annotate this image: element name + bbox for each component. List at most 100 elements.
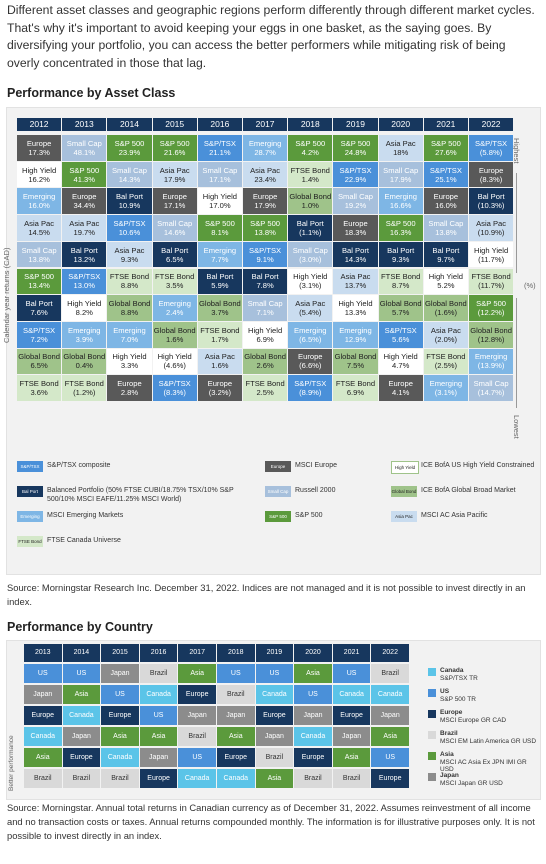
asset-name: Bal Port xyxy=(341,245,369,255)
asset-name: S&P 500 xyxy=(430,138,461,148)
legend-label: Balanced Portfolio (50% FTSE CUBI/18.75%… xyxy=(47,487,234,503)
legend-label: MSCI AC Asia Pacific xyxy=(421,512,488,519)
asset-return: (8.3%) xyxy=(479,174,503,184)
asset-return: 7.0% xyxy=(120,334,139,344)
asset-return: 16.2% xyxy=(28,174,50,184)
asset-name: Bal Port xyxy=(432,245,460,255)
y-axis-label: Calendar year returns (CAD) xyxy=(2,247,11,343)
asset-name: Bal Port xyxy=(25,299,53,309)
asset-cell: High Yield 16.2% xyxy=(17,161,62,188)
asset-name: FTSE Bond xyxy=(245,379,285,389)
country-legend-index: MSCI Japan GR USD xyxy=(440,779,503,787)
asset-return: 2.6% xyxy=(256,361,274,371)
asset-return: (6.5%) xyxy=(299,334,322,344)
asset-return: (12.2%) xyxy=(477,308,505,318)
asset-return: 6.9% xyxy=(346,388,365,398)
asset-return: 7.6% xyxy=(30,308,48,318)
asset-name: Asia Pac xyxy=(295,299,326,309)
asset-name: Emerging xyxy=(474,352,508,362)
asset-cell: Emerging 16.0% xyxy=(17,188,62,215)
asset-return: (2.5%) xyxy=(434,361,458,371)
country-cell: Europe xyxy=(62,748,101,767)
asset-name: S&P/TSX xyxy=(249,245,282,255)
country-cell: Canada xyxy=(294,727,332,746)
asset-cell: Asia Pac 23.4% xyxy=(243,161,288,188)
asset-cell: Emerging 7.0% xyxy=(107,321,152,348)
asset-return: (2.0%) xyxy=(434,334,458,344)
country-cell: Asia xyxy=(62,685,101,704)
asset-return: (11.7%) xyxy=(478,281,505,291)
asset-name: Asia Pac xyxy=(159,165,190,175)
country-cell: US xyxy=(371,748,409,767)
asset-cell: S&P 500 41.3% xyxy=(62,161,107,188)
asset-name: High Yield xyxy=(473,245,509,255)
asset-class-heading: Performance by Asset Class xyxy=(7,86,176,100)
year-header: 2020 xyxy=(378,118,423,131)
asset-cell: Bal Port 7.6% xyxy=(17,295,62,321)
asset-return: 9.3% xyxy=(392,254,410,264)
year-header: 2012 xyxy=(17,118,62,131)
asset-cell: S&P 500 (12.2%) xyxy=(469,295,514,321)
asset-cell: Small Cap 7.1% xyxy=(243,295,288,321)
asset-return: 19.2% xyxy=(344,201,367,211)
asset-cell: S&P/TSX 9.1% xyxy=(243,241,288,268)
better-performance-label: Better performance xyxy=(8,735,15,791)
asset-cell: High Yield (11.7%) xyxy=(469,241,514,268)
asset-cell: FTSE Bond 3.6% xyxy=(17,375,62,401)
asset-return: 7.2% xyxy=(30,334,48,344)
asset-name: Europe xyxy=(117,379,142,389)
asset-return: 3.7% xyxy=(211,308,229,318)
asset-cell: FTSE Bond 6.9% xyxy=(333,375,378,401)
asset-return: 12.9% xyxy=(344,334,367,344)
country-cell: Europe xyxy=(24,706,62,725)
asset-name: Emerging xyxy=(248,138,282,148)
asset-name: FTSE Bond xyxy=(64,379,104,389)
asset-class-chart: Calendar year returns (CAD) Highest (%) … xyxy=(2,107,541,575)
country-cell: Japan xyxy=(217,706,255,725)
country-cell: US xyxy=(255,664,294,683)
asset-cell: High Yield 4.7% xyxy=(378,348,423,375)
country-legend-swatch xyxy=(428,752,436,760)
asset-cell: Global Bond 7.5% xyxy=(333,348,378,375)
asset-return: (11.7%) xyxy=(478,254,505,264)
country-legend-index: S&P/TSX TR xyxy=(440,674,478,682)
country-legend-name: Asia xyxy=(440,751,454,758)
asset-name: S&P/TSX xyxy=(68,272,101,282)
asset-cell: Bal Port (1.1%) xyxy=(288,215,333,241)
country-legend-index: MSCI AC Asia Ex JPN IMI GR USD xyxy=(440,758,527,774)
asset-return: 8.2% xyxy=(75,308,93,318)
asset-cell: Global Bond (1.6%) xyxy=(423,295,468,321)
asset-cell: Europe 17.9% xyxy=(243,188,288,215)
asset-name: FTSE Bond xyxy=(19,379,59,389)
asset-return: 13.4% xyxy=(28,281,50,291)
asset-cell: Small Cap 13.8% xyxy=(423,215,468,241)
asset-cell: High Yield 8.2% xyxy=(62,295,107,321)
asset-return: 17.9% xyxy=(163,174,186,184)
asset-name: S&P/TSX xyxy=(158,379,191,389)
asset-cell: S&P/TSX 22.9% xyxy=(333,161,378,188)
asset-cell: FTSE Bond 8.8% xyxy=(107,268,152,295)
asset-cell: Emerging (13.9%) xyxy=(469,348,514,375)
asset-cell: S&P 500 27.6% xyxy=(423,135,468,161)
asset-cell: Global Bond 3.7% xyxy=(197,295,242,321)
country-legend-swatch xyxy=(428,710,436,718)
asset-name: Small Cap xyxy=(111,165,147,175)
asset-return: 9.7% xyxy=(437,254,455,264)
asset-return: (1.6%) xyxy=(434,308,458,318)
asset-return: 5.2% xyxy=(437,281,455,291)
asset-name: Global Bond xyxy=(379,299,422,309)
country-cell: Japan xyxy=(255,727,294,746)
asset-return: (4.6%) xyxy=(163,361,186,371)
country-legend-name: Europe xyxy=(440,709,463,716)
asset-return: 3.6% xyxy=(30,388,48,398)
country-cell: US xyxy=(332,664,371,683)
asset-return: 10.9% xyxy=(118,201,141,211)
asset-return: 8.8% xyxy=(120,281,139,291)
asset-cell: Bal Port 13.2% xyxy=(62,241,107,268)
country-cell: Canada xyxy=(62,706,101,725)
country-chart: Better performance 2013 2014 2015 2016 2017 2… xyxy=(6,640,541,800)
asset-cell: S&P 500 13.8% xyxy=(243,215,288,241)
asset-return: 1.6% xyxy=(211,361,229,371)
country-cell: US xyxy=(294,685,332,704)
asset-name: Europe xyxy=(72,192,97,202)
